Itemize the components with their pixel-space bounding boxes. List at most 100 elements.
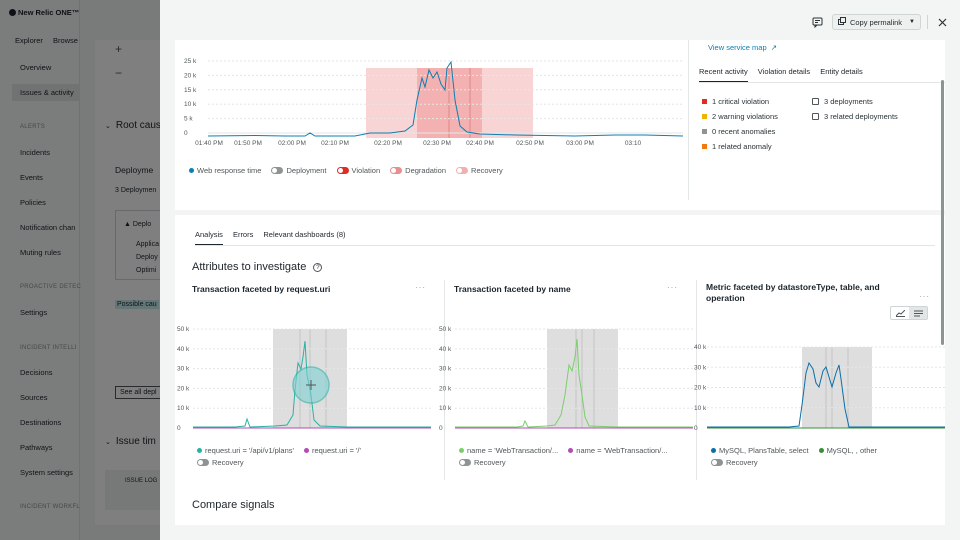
divider xyxy=(927,15,928,29)
legend-label: Recovery xyxy=(471,166,503,175)
line-chart-icon[interactable] xyxy=(891,307,909,319)
list-view-icon[interactable] xyxy=(909,307,927,319)
x-tick-label: 02:40 PM xyxy=(466,140,494,147)
y-tick-label: 0 xyxy=(177,425,181,432)
activity-warning[interactable]: 2 warning violations xyxy=(702,109,778,124)
y-tick-label: 0 xyxy=(694,425,698,432)
web-response-time-chart[interactable]: 25 k 20 k 15 k 10 k 5 k 0 01:40 PM 01:50 PM 02:0… xyxy=(175,40,705,185)
deployment-icon xyxy=(812,113,819,120)
legend-item[interactable]: Violation xyxy=(336,166,380,175)
series-line xyxy=(455,338,693,428)
status-square xyxy=(702,129,707,134)
close-icon[interactable] xyxy=(934,14,950,30)
chart-legend: Web response time Deployment Violation Degr… xyxy=(189,166,503,175)
copy-permalink-button[interactable]: Copy permalink ▼ xyxy=(831,14,921,30)
scrollbar[interactable] xyxy=(941,80,944,345)
x-tick-label: 02:10 PM xyxy=(321,140,349,147)
tab-relevant-dashboards[interactable]: Relevant dashboards (8) xyxy=(263,230,346,239)
legend-item[interactable]: Degradation xyxy=(390,166,446,175)
y-tick-label: 10 k xyxy=(184,101,197,108)
chart-title-request-uri: Transaction faceted by request.uri xyxy=(192,284,331,294)
divider xyxy=(195,245,935,246)
activity-list-left: 1 critical violation 2 warning violation… xyxy=(702,94,778,154)
deployment-icon xyxy=(812,98,819,105)
legend-label: request.uri = '/' xyxy=(311,446,361,455)
x-tick-label: 01:40 PM xyxy=(195,140,223,147)
y-tick-label: 50 k xyxy=(439,326,452,333)
y-tick-label: 40 k xyxy=(694,344,707,351)
y-tick-label: 10 k xyxy=(439,405,452,412)
y-tick-label: 20 k xyxy=(177,385,190,392)
recovery-label: Recovery xyxy=(726,458,758,467)
divider xyxy=(688,40,689,200)
x-tick-label: 02:30 PM xyxy=(423,140,451,147)
help-icon[interactable]: ? xyxy=(313,263,323,272)
modal-overlay[interactable] xyxy=(0,0,160,540)
legend-item[interactable]: MySQL, , other xyxy=(818,446,877,455)
recovery-toggle[interactable]: Recovery xyxy=(459,458,506,467)
legend-dot xyxy=(711,448,716,453)
view-service-map-link[interactable]: View service map ↗ xyxy=(708,43,777,52)
y-tick-label: 10 k xyxy=(694,405,707,412)
chart-view-toggle xyxy=(890,306,928,320)
copy-permalink-label: Copy permalink xyxy=(849,17,903,27)
tab-entity-details[interactable]: Entity details xyxy=(820,67,863,76)
activity-critical[interactable]: 1 critical violation xyxy=(702,94,778,109)
series-line xyxy=(193,340,431,428)
y-tick-label: 30 k xyxy=(439,366,452,373)
tab-errors[interactable]: Errors xyxy=(232,230,254,239)
tab-analysis[interactable]: Analysis xyxy=(195,230,223,246)
analysis-tabs: Analysis Errors Relevant dashboards (8) xyxy=(195,230,346,246)
x-tick-label: 03:10 xyxy=(625,140,642,147)
legend-item[interactable]: name = 'WebTransaction/... xyxy=(568,446,668,455)
toggle xyxy=(459,459,471,466)
more-options-icon[interactable]: ··· xyxy=(415,283,426,292)
feedback-icon[interactable] xyxy=(810,14,826,30)
y-tick-label: 10 k xyxy=(177,405,190,412)
tab-recent-activity[interactable]: Recent activity xyxy=(699,67,748,83)
activity-anomalies[interactable]: 0 recent anomalies xyxy=(702,124,778,139)
issue-detail-modal: Copy permalink ▼ 25 k 20 k 15 k 10 k 5 k 0 01:… xyxy=(160,0,960,540)
activity-list-right: 3 deployments 3 related deployments xyxy=(812,94,898,124)
legend-item[interactable]: Web response time xyxy=(189,166,261,175)
y-tick-label: 0 xyxy=(439,425,443,432)
divider xyxy=(696,280,697,480)
activity-related-anomaly[interactable]: 1 related anomaly xyxy=(702,139,778,154)
activity-text: 0 recent anomalies xyxy=(712,127,776,136)
recovery-toggle[interactable]: Recovery xyxy=(197,458,244,467)
y-tick-label: 0 xyxy=(184,130,188,137)
y-tick-label: 40 k xyxy=(177,346,190,353)
legend-dot xyxy=(568,448,574,453)
legend-item[interactable]: request.uri = '/api/v1/plans' xyxy=(197,446,294,455)
tab-violation-details[interactable]: Violation details xyxy=(757,67,811,76)
status-square xyxy=(702,114,707,119)
legend-dot xyxy=(197,448,202,453)
activity-text: 3 deployments xyxy=(824,97,873,106)
chart-legend: name = 'WebTransaction/... name = 'WebTr… xyxy=(459,446,668,455)
toggle xyxy=(711,459,723,466)
activity-deployments[interactable]: 3 deployments xyxy=(812,94,898,109)
recovery-toggle[interactable]: Recovery xyxy=(711,458,758,467)
legend-item[interactable]: MySQL, PlansTable, select xyxy=(711,446,809,455)
status-square xyxy=(702,144,707,149)
more-options-icon[interactable]: ··· xyxy=(919,292,930,301)
legend-dot xyxy=(189,168,194,173)
link-icon xyxy=(837,17,846,27)
legend-dot xyxy=(303,448,309,453)
y-tick-label: 50 k xyxy=(177,326,190,333)
divider xyxy=(699,82,945,83)
toggle xyxy=(390,167,403,174)
x-tick-label: 02:00 PM xyxy=(278,140,306,147)
y-tick-label: 30 k xyxy=(177,366,190,373)
legend-item[interactable]: request.uri = '/' xyxy=(303,446,361,455)
legend-item[interactable]: Deployment xyxy=(271,166,327,175)
activity-related-deployments[interactable]: 3 related deployments xyxy=(812,109,898,124)
y-tick-label: 20 k xyxy=(694,385,707,392)
legend-item[interactable]: name = 'WebTransaction/... xyxy=(459,446,558,455)
legend-item[interactable]: Recovery xyxy=(456,166,503,175)
legend-label: MySQL, PlansTable, select xyxy=(719,446,809,455)
more-options-icon[interactable]: ··· xyxy=(667,283,678,292)
